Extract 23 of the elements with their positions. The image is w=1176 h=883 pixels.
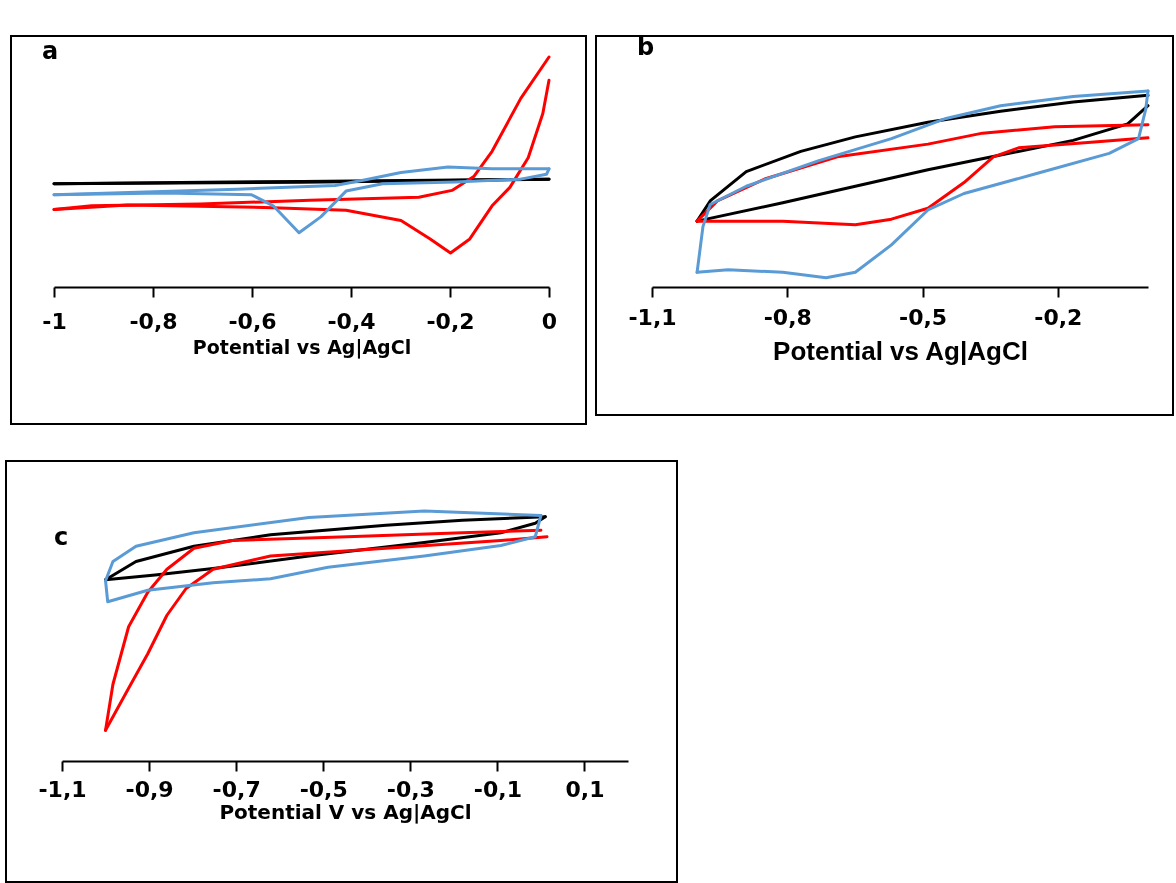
x-tick-label: -1 — [42, 308, 67, 334]
x-tick-label: -0,3 — [386, 776, 435, 802]
x-tick-label: -0,6 — [228, 308, 277, 334]
x-tick-label: -0,2 — [426, 308, 475, 334]
x-tick-label: -0,7 — [212, 776, 261, 802]
x-tick-label: -0,8 — [129, 308, 178, 334]
x-tick-label: -0,1 — [473, 776, 522, 802]
x-tick-label: 0 — [541, 308, 558, 334]
chart-title: b — [637, 32, 655, 61]
x-axis-title: Potential vs Ag|AgCl — [192, 335, 412, 359]
text: c — [54, 522, 69, 551]
x-tick-label: -0,9 — [125, 776, 174, 802]
chart-title: a — [42, 36, 59, 65]
x-tick-label: -0,2 — [1034, 304, 1083, 330]
x-tick-label: 0,1 — [565, 776, 605, 802]
x-tick-label: -0,8 — [763, 304, 812, 330]
x-tick-label: -1,1 — [628, 304, 677, 330]
x-axis-title: Potential vs Ag|AgCl — [773, 335, 1028, 366]
x-tick-label: -0,5 — [898, 304, 948, 330]
x-tick-label: -1,1 — [38, 776, 87, 802]
x-tick-label: -0,5 — [299, 776, 348, 802]
x-axis-title: Potential V vs Ag|AgCl — [219, 799, 472, 824]
x-tick-label: -0,4 — [327, 308, 376, 334]
